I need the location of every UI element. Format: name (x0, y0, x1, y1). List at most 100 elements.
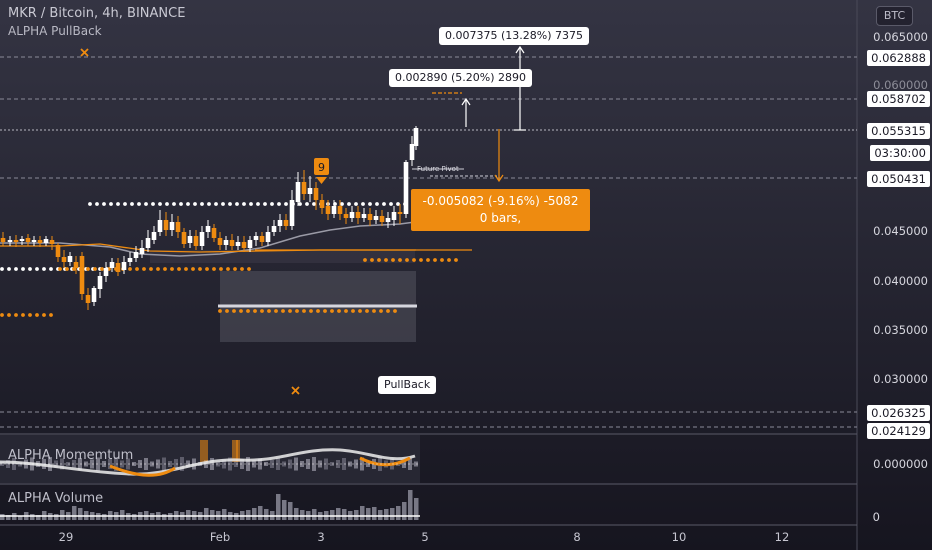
volume-bar (366, 508, 371, 520)
volume-bar (102, 514, 107, 520)
pivot-dot-white (21, 267, 25, 271)
pivot-dot-white (340, 202, 344, 206)
measure-arrow-down[interactable] (494, 129, 504, 183)
candle-body (397, 212, 403, 214)
volume-bar (384, 509, 389, 520)
candle-body (331, 206, 337, 214)
candle-body (25, 238, 31, 242)
pivot-dot-white (221, 202, 225, 206)
pivot-dot-white (242, 202, 246, 206)
currency-button[interactable]: BTC (876, 6, 913, 26)
pivot-dot-orange (267, 309, 271, 313)
candle-body (229, 240, 235, 246)
pivot-dot-white (382, 202, 386, 206)
volume-bar (18, 516, 23, 520)
pivot-dot-orange (232, 309, 236, 313)
pivot-dot-white (277, 202, 281, 206)
price-marker: 0.050431 (867, 171, 930, 187)
measure-arrow-large[interactable] (514, 45, 526, 131)
candle-body (115, 263, 121, 272)
pivot-dot-orange (379, 309, 383, 313)
time-tick: 12 (774, 530, 790, 544)
candle-body (187, 236, 193, 243)
volume-bar (186, 510, 191, 520)
pivot-dot-white (137, 202, 141, 206)
pivot-dot-orange (377, 258, 381, 262)
pivot-dot-white (256, 202, 260, 206)
pivot-dot-orange (323, 309, 327, 313)
pivot-dot-white (0, 267, 4, 271)
pivot-dot-orange (391, 258, 395, 262)
candle-body (253, 236, 259, 240)
pivot-dot-orange (440, 258, 444, 262)
volume-bar (336, 508, 341, 520)
pivot-dot-orange (205, 267, 209, 271)
pivot-dot-white (200, 202, 204, 206)
pivot-dot-orange (337, 309, 341, 313)
pivot-dot-orange (49, 313, 53, 317)
measure-arrow-small[interactable] (461, 97, 471, 127)
pivot-dot-white (361, 202, 365, 206)
pivot-dot-white (347, 202, 351, 206)
pivot-dot-orange (344, 309, 348, 313)
volume-bar (402, 502, 407, 520)
volume-bar (312, 509, 317, 520)
momentum-line-orange-2 (359, 456, 411, 467)
candle-body (289, 200, 295, 226)
price-tick: 0.030000 (873, 372, 928, 386)
price-tick: 0.060000 (873, 78, 928, 92)
horizontal-levels (0, 56, 857, 428)
pivot-dot-white (172, 202, 176, 206)
candle-body (235, 242, 241, 246)
volume-bar (258, 506, 263, 520)
pivot-dot-orange (225, 309, 229, 313)
candle-body (133, 252, 139, 258)
candle-body (97, 276, 103, 289)
pivot-dot-orange (239, 309, 243, 313)
pivot-dot-orange (454, 258, 458, 262)
time-tick: 5 (421, 530, 429, 544)
candle-body (361, 214, 367, 218)
momentum-pane-title[interactable]: ALPHA Momemtum (8, 448, 134, 463)
pivot-dot-white (389, 202, 393, 206)
candle-body (145, 238, 151, 248)
pivot-dot-orange (218, 309, 222, 313)
pivot-dot-white (354, 202, 358, 206)
volume-pane-title[interactable]: ALPHA Volume (8, 491, 104, 506)
candle-body (55, 245, 61, 257)
pivot-dot-orange (419, 258, 423, 262)
pivot-dot-white (102, 202, 106, 206)
momentum-value: 0.000000 (873, 457, 928, 471)
volume-bar (396, 506, 401, 520)
momentum-highlight (236, 440, 240, 462)
price-tick: 0.045000 (873, 224, 928, 238)
pullback-label: PullBack (378, 376, 437, 394)
pivot-dot-orange (0, 313, 4, 317)
candle-body (199, 232, 205, 246)
symbol-title[interactable]: MKR / Bitcoin, 4h, BINANCE (8, 6, 186, 21)
pivot-dot-orange (384, 258, 388, 262)
pivot-dot-white (305, 202, 309, 206)
time-tick: 10 (671, 530, 687, 544)
pivot-dot-white (28, 267, 32, 271)
pivot-dot-orange (412, 258, 416, 262)
pivot-dot-white (7, 267, 11, 271)
pivot-dot-orange (288, 309, 292, 313)
indicator-name[interactable]: ALPHA PullBack (8, 24, 102, 38)
pivot-dot-orange (212, 267, 216, 271)
volume-bar (300, 510, 305, 520)
candle-body (391, 212, 397, 220)
pivot-dot-white (186, 202, 190, 206)
pivot-dot-white (193, 202, 197, 206)
volume-bar (294, 508, 299, 520)
candle-body (127, 258, 133, 262)
candle-body (301, 182, 307, 194)
pivot-dot-orange (260, 309, 264, 313)
support-band (150, 250, 415, 263)
candle-body (73, 262, 79, 268)
pivot-dot-white (130, 202, 134, 206)
measure-down-bars: 0 bars, (479, 211, 522, 225)
pivot-dot-orange (253, 309, 257, 313)
candle-body (283, 220, 289, 226)
